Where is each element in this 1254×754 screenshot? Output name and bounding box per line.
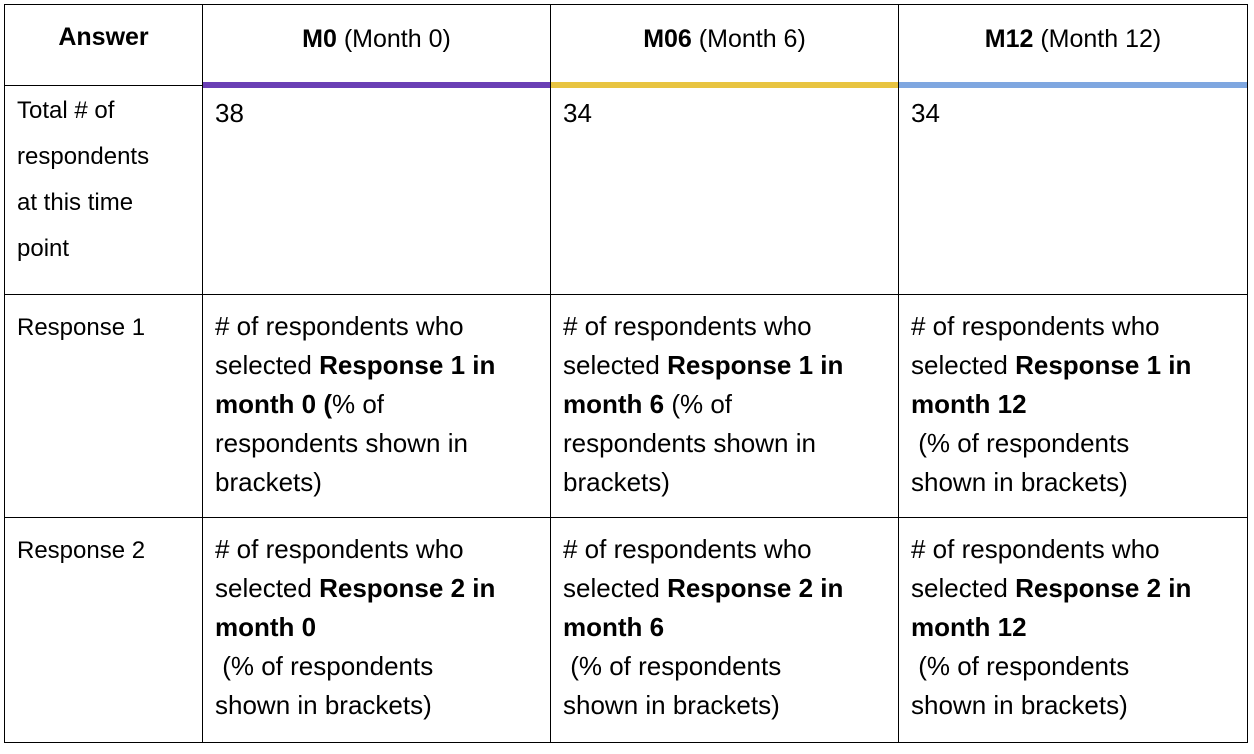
header-m12-label: (Month 12) — [1040, 24, 1162, 53]
header-m06: M06 (Month 6) — [550, 4, 899, 88]
header-m0-code: M0 — [302, 24, 337, 53]
header-m06-label: (Month 6) — [698, 24, 806, 53]
header-m12-color-bar — [899, 82, 1247, 88]
table-row-response-2: Response 2 # of respondents who selected… — [4, 517, 1248, 743]
response-2-m06-cell: # of respondents who selected Response 2… — [550, 517, 899, 743]
table-row-total: Total # of respondents at this time poin… — [4, 85, 1248, 295]
header-row: Answer M0 (Month 0) M06 (Month 6) M12 (M… — [4, 4, 1248, 88]
row-label-response-1: Response 1 — [4, 294, 203, 518]
header-m0: M0 (Month 0) — [202, 4, 551, 88]
response-1-m06-cell: # of respondents who selected Response 1… — [550, 294, 899, 518]
response-2-m12-cell: # of respondents who selected Response 2… — [898, 517, 1248, 743]
row-label-response-2: Response 2 — [4, 517, 203, 743]
header-answer: Answer — [4, 4, 203, 86]
response-1-m12-cell: # of respondents who selected Response 1… — [898, 294, 1248, 518]
row-label-total: Total # of respondents at this time poin… — [4, 85, 203, 295]
total-m12-cell: 34 — [898, 85, 1248, 295]
header-m0-label: (Month 0) — [343, 24, 451, 53]
response-2-m0-cell: # of respondents who selected Response 2… — [202, 517, 551, 743]
response-table: Answer M0 (Month 0) M06 (Month 6) M12 (M… — [4, 4, 1248, 743]
total-m0-cell: 38 — [202, 85, 551, 295]
total-m06-cell: 34 — [550, 85, 899, 295]
header-m12: M12 (Month 12) — [898, 4, 1248, 88]
header-m12-code: M12 — [984, 24, 1034, 53]
header-m0-color-bar — [203, 82, 550, 88]
header-m06-color-bar — [551, 82, 898, 88]
header-m06-code: M06 — [643, 24, 692, 53]
response-1-m0-cell: # of respondents who selected Response 1… — [202, 294, 551, 518]
table-row-response-1: Response 1 # of respondents who selected… — [4, 294, 1248, 518]
